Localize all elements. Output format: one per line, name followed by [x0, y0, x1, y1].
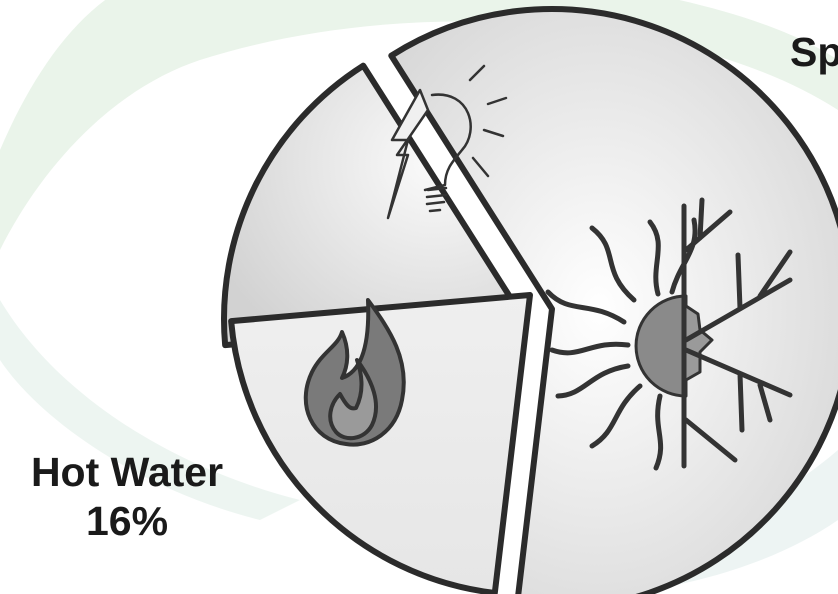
hot-water-label: Hot Water 16%: [4, 448, 250, 546]
pie-slice-lighting: [228, 292, 533, 594]
lightbulb-icon: [386, 64, 508, 220]
hot-water-name: Hot Water: [30, 449, 224, 495]
pie-slice-sp: [388, 6, 838, 594]
space-name: Sp: [790, 29, 838, 75]
flame-icon: [303, 298, 406, 447]
pie-slice-hot-water: [221, 62, 527, 349]
space-label: Sp: [790, 28, 838, 77]
sun-snowflake-icon: [545, 197, 793, 471]
hot-water-percent: 16%: [85, 498, 169, 545]
